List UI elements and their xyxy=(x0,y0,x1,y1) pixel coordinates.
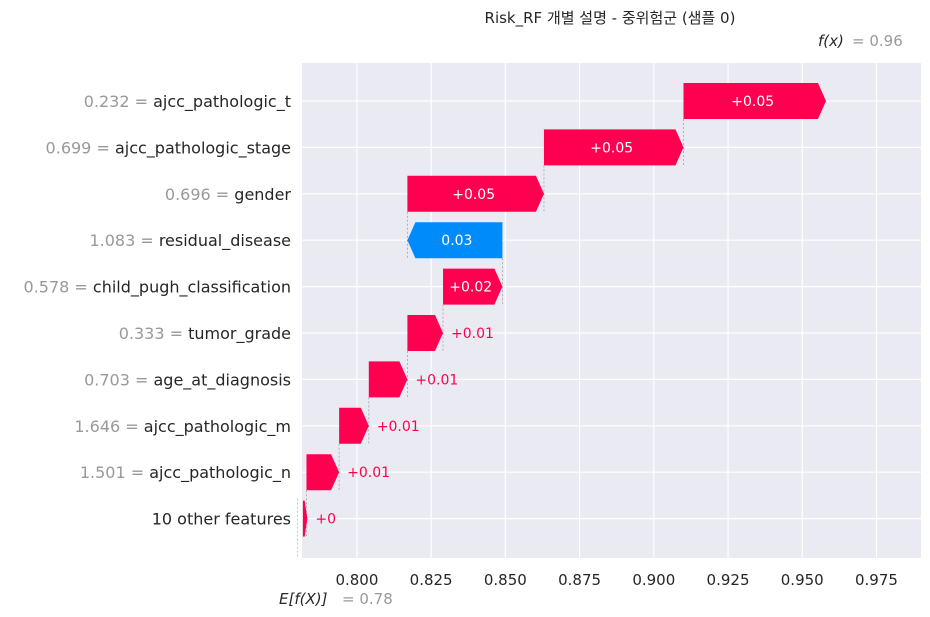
feature-value: 1.646 = xyxy=(74,417,143,436)
feature-label: 1.501 = ajcc_pathologic_n xyxy=(80,463,291,483)
feature-name: gender xyxy=(234,185,291,204)
feature-name: ajcc_pathologic_m xyxy=(144,417,291,437)
feature-name: ajcc_pathologic_n xyxy=(149,463,291,483)
bar-value-label: 0.03 xyxy=(441,233,472,249)
feature-label: 1.083 = residual_disease xyxy=(89,231,291,251)
bar-value-label: +0.01 xyxy=(377,419,420,435)
feature-name: tumor_grade xyxy=(188,324,291,344)
feature-name: child_pugh_classification xyxy=(93,278,291,298)
waterfall-bar xyxy=(683,83,826,119)
feature-labels: 0.232 = ajcc_pathologic_t 0.699 = ajcc_pa… xyxy=(24,92,292,529)
waterfall-bar xyxy=(543,129,684,166)
feature-value: 1.501 = xyxy=(80,463,149,482)
waterfall-bar xyxy=(302,500,308,537)
waterfall-bar xyxy=(339,407,369,444)
bar-value-label: +0 xyxy=(315,512,336,528)
chart-title: Risk_RF 개별 설명 - 중위험군 (샘플 0) xyxy=(485,9,736,28)
feature-value: 0.699 = xyxy=(46,138,115,157)
bar-value-label: +0.01 xyxy=(451,326,494,342)
x-tick-label: 0.875 xyxy=(558,571,601,589)
feature-label: 0.703 = age_at_diagnosis xyxy=(84,370,291,390)
feature-name: ajcc_pathologic_t xyxy=(153,92,291,112)
waterfall-bar xyxy=(407,222,503,259)
x-tick-label: 0.950 xyxy=(781,571,824,589)
feature-value: 0.333 = xyxy=(119,324,188,343)
waterfall-bar xyxy=(407,175,544,212)
expected-value: = 0.78 xyxy=(342,590,393,608)
x-tick-label: 0.850 xyxy=(484,571,527,589)
feature-name: age_at_diagnosis xyxy=(154,370,292,390)
feature-value: 0.578 = xyxy=(24,278,93,297)
x-tick-label: 0.800 xyxy=(335,571,378,589)
feature-label: 10 other features xyxy=(152,510,291,529)
bar-value-label: +0.05 xyxy=(731,94,774,110)
fx-value: = 0.96 xyxy=(852,32,903,50)
feature-label: 0.333 = tumor_grade xyxy=(119,324,291,344)
feature-name: residual_disease xyxy=(159,231,291,251)
bar-value-label: +0.01 xyxy=(347,465,390,481)
feature-label: 0.232 = ajcc_pathologic_t xyxy=(84,92,291,112)
fx-label: f(x) xyxy=(818,32,844,50)
expected-value-label: E[f(X)] xyxy=(279,590,328,608)
feature-name: 10 other features xyxy=(152,510,291,529)
bar-value-label: +0.05 xyxy=(590,140,633,156)
x-tick-label: 0.900 xyxy=(632,571,675,589)
feature-label: 0.696 = gender xyxy=(165,185,292,204)
feature-value: 0.703 = xyxy=(84,370,153,389)
x-tick-label: 0.975 xyxy=(855,571,898,589)
x-tick-label: 0.825 xyxy=(410,571,453,589)
waterfall-bar xyxy=(368,361,408,398)
feature-value: 1.083 = xyxy=(89,231,158,250)
bar-value-label: +0.02 xyxy=(449,280,492,296)
waterfall-bar xyxy=(306,454,340,491)
feature-label: 0.699 = ajcc_pathologic_stage xyxy=(46,138,291,158)
waterfall-bar xyxy=(407,315,444,351)
feature-name: ajcc_pathologic_stage xyxy=(115,138,291,158)
x-tick-label: 0.925 xyxy=(707,571,750,589)
bars: +0.05 +0.05 +0.05 0.03 +0.02 +0.01 +0.01 +0.01 +… xyxy=(302,83,826,537)
feature-value: 0.696 = xyxy=(165,185,234,204)
feature-value: 0.232 = xyxy=(84,92,153,111)
bar-value-label: +0.05 xyxy=(452,187,495,203)
feature-label: 1.646 = ajcc_pathologic_m xyxy=(74,417,291,437)
bar-value-label: +0.01 xyxy=(415,372,458,388)
feature-label: 0.578 = child_pugh_classification xyxy=(24,278,291,298)
waterfall-bar xyxy=(443,268,503,305)
x-ticks: 0.800 0.825 0.850 0.875 0.900 0.925 0.950 0.975 xyxy=(335,571,897,589)
